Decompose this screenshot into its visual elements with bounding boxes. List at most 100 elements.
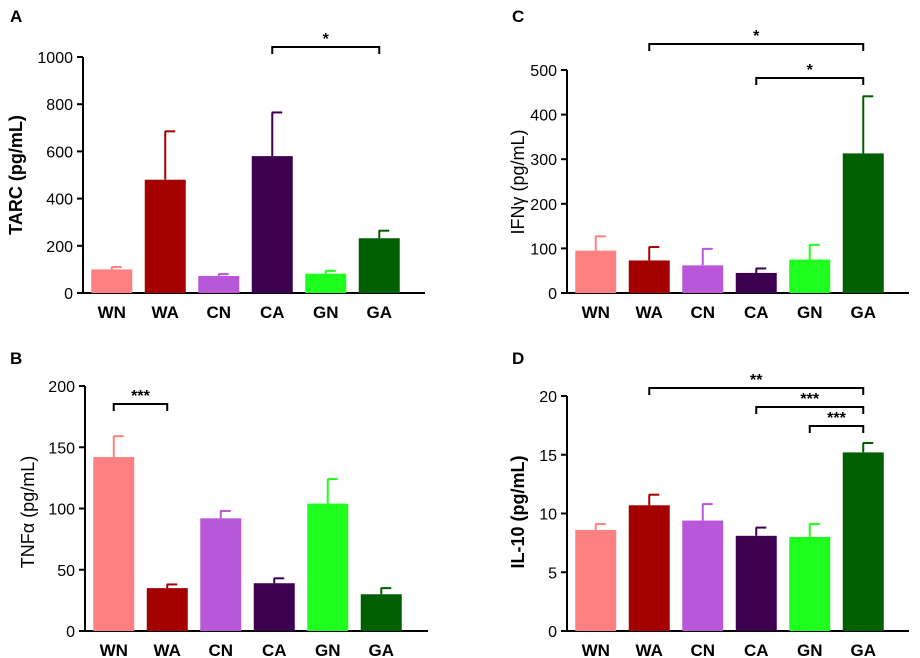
x-tick-label: GA xyxy=(851,303,877,322)
x-tick-label: WA xyxy=(152,303,179,322)
x-tick-label: GN xyxy=(315,641,341,658)
x-tick-label: CA xyxy=(262,641,287,658)
y-tick-label: 150 xyxy=(48,440,75,457)
y-axis-label: IFNγ (pg/mL) xyxy=(508,129,528,234)
y-tick-label: 600 xyxy=(46,144,73,161)
bar-ca xyxy=(253,583,295,631)
y-axis-label: TARC (pg/mL) xyxy=(6,115,26,235)
panel-label: A xyxy=(10,7,22,26)
y-tick-label: 50 xyxy=(57,563,75,580)
y-tick-label: 1000 xyxy=(37,50,73,67)
significance-bracket xyxy=(271,46,381,54)
x-tick-label: WA xyxy=(154,641,181,658)
bar-wa xyxy=(628,505,670,631)
y-tick-label: 400 xyxy=(530,108,557,125)
y-tick-label: 300 xyxy=(530,152,557,169)
y-tick-label: 200 xyxy=(46,239,73,256)
y-tick-label: 0 xyxy=(548,624,557,641)
significance-marker: *** xyxy=(827,410,846,427)
panel-a: A TARC (pg/mL) 0 200 400 600 800 1000 WN WA CN CA… xyxy=(6,7,425,322)
x-tick-label: WA xyxy=(636,641,663,658)
x-tick-label: GA xyxy=(369,641,395,658)
x-tick-label: CN xyxy=(690,641,715,658)
x-tick-label: GN xyxy=(797,641,823,658)
significance-marker: *** xyxy=(800,391,819,408)
significance-bracket xyxy=(648,387,865,395)
plot-area: 0 200 400 600 800 1000 WN WA CN CA GN GA * xyxy=(37,31,425,322)
y-tick-label: 0 xyxy=(548,286,557,303)
significance-bracket xyxy=(648,43,865,51)
bar-cn xyxy=(200,518,242,631)
x-tick-label: GN xyxy=(313,303,339,322)
panel-label: B xyxy=(10,349,22,368)
bar-ga xyxy=(360,594,402,631)
significance-bracket xyxy=(112,403,169,411)
bar-gn xyxy=(789,259,831,293)
significance-marker: * xyxy=(807,62,814,79)
panel-b: B TNFα (pg/mL) 0 50 100 150 200 WN WA CN CA GN GA *… xyxy=(10,349,428,658)
bar-gn xyxy=(305,273,347,293)
plot-area: 0 50 100 150 200 WN WA CN CA GN GA *** xyxy=(48,379,428,658)
significance-marker: * xyxy=(753,28,760,45)
y-tick-label: 10 xyxy=(539,507,557,524)
y-tick-label: 5 xyxy=(548,565,557,582)
y-tick-label: 100 xyxy=(530,241,557,258)
y-tick-label: 0 xyxy=(66,624,75,641)
bar-ca xyxy=(251,156,293,293)
bar-ga xyxy=(842,153,884,293)
bar-wn xyxy=(575,250,617,293)
x-tick-label: WN xyxy=(98,303,126,322)
y-axis-label: TNFα (pg/mL) xyxy=(18,456,38,568)
x-tick-label: CN xyxy=(208,641,233,658)
plot-area: 0 100 200 300 400 500 WN WA CN CA GN GA * * xyxy=(530,28,909,322)
y-tick-label: 100 xyxy=(48,502,75,519)
x-tick-label: WN xyxy=(582,641,610,658)
significance-bracket xyxy=(755,77,865,85)
panel-c: C IFNγ (pg/mL) 0 100 200 300 400 500 WN WA CN CA G… xyxy=(508,7,909,322)
x-tick-label: GA xyxy=(367,303,393,322)
significance-bracket xyxy=(755,406,865,414)
x-tick-label: WN xyxy=(100,641,128,658)
significance-marker: * xyxy=(323,31,330,48)
y-tick-label: 400 xyxy=(46,192,73,209)
panel-label: D xyxy=(512,349,524,368)
bar-wa xyxy=(146,588,188,631)
bar-ca xyxy=(735,272,777,293)
x-tick-label: CN xyxy=(206,303,231,322)
bar-wn xyxy=(93,457,135,631)
bar-ga xyxy=(358,238,400,293)
panel-label: C xyxy=(512,7,524,26)
y-tick-label: 800 xyxy=(46,97,73,114)
bar-cn xyxy=(682,520,724,631)
significance-marker: ** xyxy=(750,372,763,389)
significance-marker: *** xyxy=(131,388,150,405)
y-tick-label: 15 xyxy=(539,448,557,465)
bar-gn xyxy=(789,537,831,631)
significance-bracket xyxy=(808,425,865,433)
y-tick-label: 500 xyxy=(530,63,557,80)
x-tick-label: CA xyxy=(260,303,285,322)
bar-ga xyxy=(842,452,884,631)
x-tick-label: WN xyxy=(582,303,610,322)
bar-gn xyxy=(307,503,349,631)
bar-wn xyxy=(91,269,133,293)
y-tick-label: 200 xyxy=(48,379,75,396)
y-tick-label: 0 xyxy=(64,286,73,303)
x-tick-label: WA xyxy=(636,303,663,322)
bar-ca xyxy=(735,535,777,631)
x-tick-label: GN xyxy=(797,303,823,322)
bar-cn xyxy=(198,276,240,293)
bar-cn xyxy=(682,265,724,293)
x-tick-label: CA xyxy=(744,303,769,322)
y-tick-label: 20 xyxy=(539,389,557,406)
bar-wa xyxy=(628,260,670,293)
x-tick-label: CN xyxy=(690,303,715,322)
y-tick-label: 200 xyxy=(530,197,557,214)
y-axis-label: IL-10 (pg/mL) xyxy=(508,456,528,569)
bar-wa xyxy=(144,179,186,293)
x-tick-label: GA xyxy=(851,641,877,658)
bar-wn xyxy=(575,529,617,631)
